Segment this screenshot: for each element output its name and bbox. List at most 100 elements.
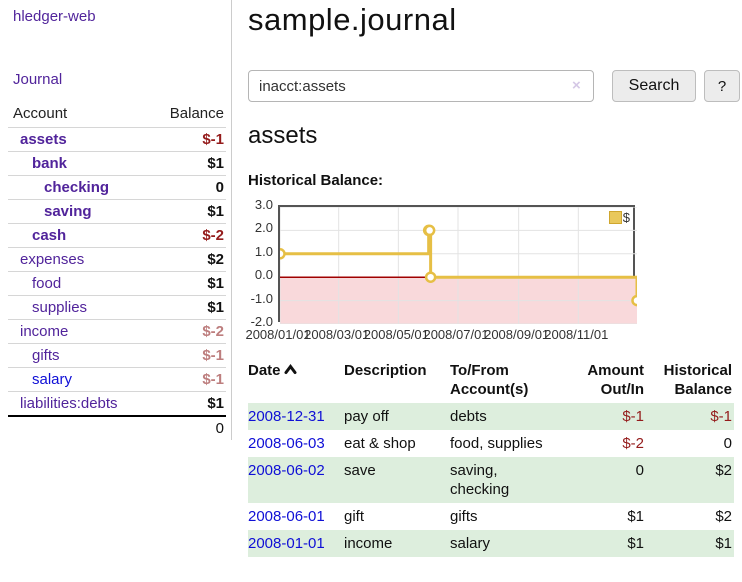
accounts-total-row: 0 — [8, 416, 226, 440]
account-balance: $1 — [207, 275, 224, 292]
sidebar-item-journal[interactable]: Journal — [13, 71, 63, 88]
legend-swatch-icon — [608, 211, 622, 224]
register-row: 2008-06-03 eat & shop food, supplies $-2 0 — [248, 430, 734, 457]
transaction-balance: 0 — [723, 435, 732, 452]
account-link[interactable]: cash — [32, 227, 67, 244]
account-link[interactable]: gifts — [32, 347, 60, 364]
accounts-column-header: To/From Account(s) — [450, 362, 529, 398]
x-tick-label: 2008/05/01 — [363, 327, 429, 342]
transaction-date-link[interactable]: 2008-06-03 — [248, 435, 325, 452]
transaction-accounts: saving, checking — [450, 462, 510, 498]
x-tick-label: 2008/01/01 — [245, 327, 311, 342]
date-header-label: Date — [248, 362, 281, 379]
transaction-description: gift — [344, 508, 365, 525]
transaction-date-link[interactable]: 2008-12-31 — [248, 408, 325, 425]
account-row: bank $1 — [8, 152, 226, 176]
account-balance: $-1 — [202, 347, 224, 364]
account-row: expenses $2 — [8, 248, 226, 272]
transaction-balance: $2 — [715, 508, 732, 525]
account-link[interactable]: income — [20, 323, 69, 340]
account-row: salary $-1 — [8, 368, 226, 392]
search-input[interactable] — [248, 70, 594, 102]
transaction-description: income — [344, 535, 393, 552]
x-tick-label: 2008/07/01 — [423, 327, 489, 342]
register-table-body: 2008-12-31 pay off debts $-1 $-1 2008-06-03 ea… — [248, 403, 734, 557]
x-tick-label: 2008/11/01 — [544, 327, 609, 342]
account-row: income $-2 — [8, 320, 226, 344]
chart-label: Historical Balance: — [248, 172, 384, 189]
help-button[interactable]: ? — [704, 70, 740, 102]
register-table: Date Description To/From Account(s) Amou… — [248, 359, 734, 557]
transaction-balance: $1 — [715, 535, 732, 552]
account-link[interactable]: checking — [44, 179, 110, 196]
register-row: 2008-06-01 gift gifts $1 $2 — [248, 503, 734, 530]
account-balance: $2 — [207, 251, 224, 268]
description-column-header: Description — [344, 362, 427, 379]
account-balance: $-2 — [202, 323, 224, 340]
transaction-accounts: debts — [450, 408, 487, 425]
account-row: food $1 — [8, 272, 226, 296]
account-row: checking 0 — [8, 176, 226, 200]
account-link[interactable]: saving — [44, 203, 92, 220]
date-column-header[interactable]: Date — [248, 359, 344, 403]
y-tick-label: 0.0 — [254, 267, 273, 283]
transaction-amount: 0 — [635, 462, 644, 479]
account-balance: $1 — [207, 299, 224, 316]
account-balance: $1 — [207, 155, 224, 172]
chart-y-axis-labels: 3.0 2.0 1.0 0.0 -1.0 -2.0 — [240, 197, 273, 329]
account-balance: $1 — [207, 395, 224, 412]
clear-search-icon[interactable]: × — [572, 77, 581, 94]
account-link[interactable]: bank — [32, 155, 68, 172]
transaction-accounts: salary — [450, 535, 491, 552]
chart-plot-area: $ — [278, 205, 637, 324]
sort-ascending-icon — [284, 364, 297, 374]
account-link[interactable]: food — [32, 275, 62, 292]
register-row: 2008-06-02 save saving, checking 0 $2 — [248, 457, 734, 503]
chart-legend: $ — [608, 210, 630, 225]
account-balance: 0 — [215, 179, 224, 196]
register-row: 2008-12-31 pay off debts $-1 $-1 — [248, 403, 734, 430]
historical-balance-chart: 3.0 2.0 1.0 0.0 -1.0 -2.0 $ 2008/01/01 2008/03… — [240, 197, 742, 350]
account-link[interactable]: supplies — [32, 299, 88, 316]
amount-column-header: Amount Out/In — [587, 362, 644, 398]
app-title-link[interactable]: hledger-web — [13, 8, 96, 25]
balance-column-header-register: Historical Balance — [663, 362, 732, 398]
sidebar: hledger-web Journal Account Balance asse… — [0, 0, 232, 440]
chart-canvas — [280, 207, 637, 324]
account-row: assets $-1 — [8, 128, 226, 152]
account-link[interactable]: expenses — [20, 251, 85, 268]
account-link[interactable]: assets — [20, 131, 67, 148]
y-tick-label: -1.0 — [250, 290, 273, 306]
account-link[interactable]: salary — [32, 371, 73, 388]
accounts-table-body: assets $-1 bank $1 checking 0 saving $1 cash $-2 e… — [8, 128, 226, 416]
y-tick-label: 1.0 — [254, 243, 273, 259]
balance-column-header: Balance — [169, 105, 224, 122]
account-row: cash $-2 — [8, 224, 226, 248]
register-header-row: Date Description To/From Account(s) Amou… — [248, 359, 734, 403]
transaction-accounts: gifts — [450, 508, 478, 525]
account-column-header: Account — [13, 105, 68, 122]
transaction-balance: $-1 — [710, 408, 732, 425]
accounts-total-value: 0 — [215, 420, 224, 437]
register-row: 2008-01-01 income salary $1 $1 — [248, 530, 734, 557]
account-row: supplies $1 — [8, 296, 226, 320]
y-tick-label: 2.0 — [254, 220, 273, 236]
accounts-table: Account Balance assets $-1 bank $1 checking 0… — [8, 102, 226, 440]
transaction-description: save — [344, 462, 376, 479]
x-tick-label: 2008/09/01 — [484, 327, 550, 342]
transaction-description: pay off — [344, 408, 389, 425]
transaction-amount: $1 — [627, 508, 644, 525]
search-button[interactable]: Search — [612, 70, 696, 102]
transaction-accounts: food, supplies — [450, 435, 543, 452]
account-balance: $1 — [207, 203, 224, 220]
transaction-date-link[interactable]: 2008-06-02 — [248, 462, 325, 479]
account-balance: $-1 — [202, 131, 224, 148]
account-link[interactable]: liabilities:debts — [20, 395, 118, 412]
transaction-date-link[interactable]: 2008-06-01 — [248, 508, 325, 525]
chart-x-axis-labels: 2008/01/01 2008/03/01 2008/05/01 2008/07/01… — [245, 327, 635, 345]
page-title: sample.journal — [248, 2, 457, 37]
account-balance: $-1 — [202, 371, 224, 388]
y-tick-label: -2.0 — [250, 314, 273, 329]
accounts-table-header: Account Balance — [8, 102, 226, 128]
transaction-date-link[interactable]: 2008-01-01 — [248, 535, 325, 552]
